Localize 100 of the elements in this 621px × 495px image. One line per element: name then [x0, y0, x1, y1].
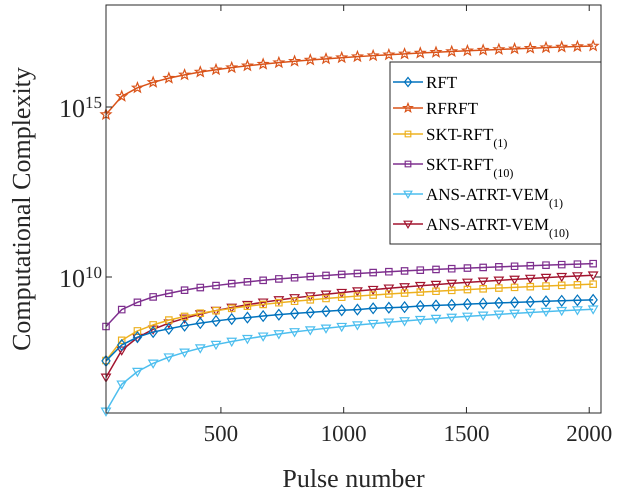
- point: [306, 306, 315, 318]
- point: [258, 58, 269, 69]
- point: [211, 315, 221, 327]
- point: [588, 271, 598, 280]
- point: [226, 338, 237, 346]
- point: [494, 276, 504, 286]
- point: [510, 310, 520, 318]
- point: [275, 275, 283, 283]
- point: [447, 299, 456, 311]
- point: [385, 268, 393, 276]
- point: [102, 322, 110, 330]
- point: [446, 280, 457, 288]
- point: [478, 298, 488, 310]
- point: [338, 293, 346, 302]
- point: [574, 280, 582, 289]
- point: [117, 339, 126, 351]
- point: [352, 321, 362, 330]
- point: [416, 300, 425, 312]
- point: [464, 286, 472, 294]
- point: [118, 306, 126, 314]
- point: [164, 353, 174, 362]
- x-tick-label: 2000: [566, 421, 612, 446]
- point: [430, 46, 442, 58]
- point: [180, 348, 190, 358]
- point: [541, 274, 551, 283]
- point: [494, 310, 504, 320]
- point: [148, 360, 158, 368]
- point: [226, 62, 238, 72]
- point: [258, 310, 268, 322]
- point: [431, 314, 441, 324]
- point: [431, 280, 441, 290]
- x-tick-label: 1000: [320, 421, 367, 446]
- point: [572, 306, 582, 315]
- legend-label: ANS-ATRT-VEM$_{(10)}$: [426, 215, 570, 240]
- point: [305, 292, 316, 302]
- point: [510, 262, 518, 270]
- point: [321, 306, 331, 318]
- point: [322, 272, 330, 280]
- point: [464, 264, 472, 272]
- point: [259, 300, 267, 308]
- point: [210, 64, 222, 75]
- point: [416, 266, 424, 274]
- point: [242, 312, 252, 324]
- point: [478, 44, 489, 55]
- point: [368, 320, 378, 329]
- legend-label: RFRFT: [426, 99, 479, 118]
- point: [526, 296, 535, 308]
- point: [572, 294, 582, 306]
- point: [446, 314, 457, 322]
- point: [588, 305, 598, 314]
- point: [556, 306, 567, 316]
- point: [462, 312, 472, 322]
- point: [180, 320, 190, 332]
- point: [509, 43, 520, 54]
- point: [134, 327, 142, 335]
- point: [384, 284, 394, 294]
- point: [100, 108, 112, 120]
- point: [180, 312, 188, 320]
- y-tick-label: 10$^{15}$: [59, 92, 102, 123]
- point: [448, 286, 456, 294]
- point: [352, 287, 362, 296]
- point: [494, 297, 504, 309]
- point: [290, 328, 300, 337]
- point: [149, 293, 157, 301]
- point: [274, 330, 284, 339]
- point: [462, 44, 473, 56]
- point: [289, 55, 300, 66]
- point: [195, 344, 206, 354]
- point: [148, 326, 158, 338]
- point: [101, 355, 111, 367]
- point: [541, 295, 551, 308]
- point: [542, 261, 550, 269]
- point: [399, 48, 410, 59]
- point: [179, 69, 190, 80]
- point: [588, 294, 598, 306]
- y-tick-label: 10$^{10}$: [59, 262, 102, 293]
- point: [589, 260, 597, 268]
- point: [400, 317, 410, 326]
- point: [478, 278, 488, 286]
- point: [116, 90, 128, 102]
- point: [368, 302, 378, 314]
- point: [556, 272, 567, 282]
- point: [524, 42, 536, 54]
- point: [305, 326, 316, 336]
- point: [101, 408, 111, 416]
- point: [211, 340, 221, 350]
- point: [383, 48, 394, 60]
- point: [414, 47, 426, 58]
- point: [227, 313, 236, 325]
- x-axis-title: Pulse number: [282, 464, 425, 493]
- point: [149, 321, 157, 329]
- point: [116, 346, 127, 356]
- point: [369, 291, 377, 299]
- point: [432, 287, 440, 296]
- point: [290, 294, 300, 303]
- legend-label: SKT-RFT$_{(10)}$: [426, 155, 514, 180]
- point: [510, 296, 520, 308]
- point: [274, 296, 284, 305]
- point: [495, 263, 503, 271]
- y-axis-title: Computational Complexity: [7, 67, 36, 351]
